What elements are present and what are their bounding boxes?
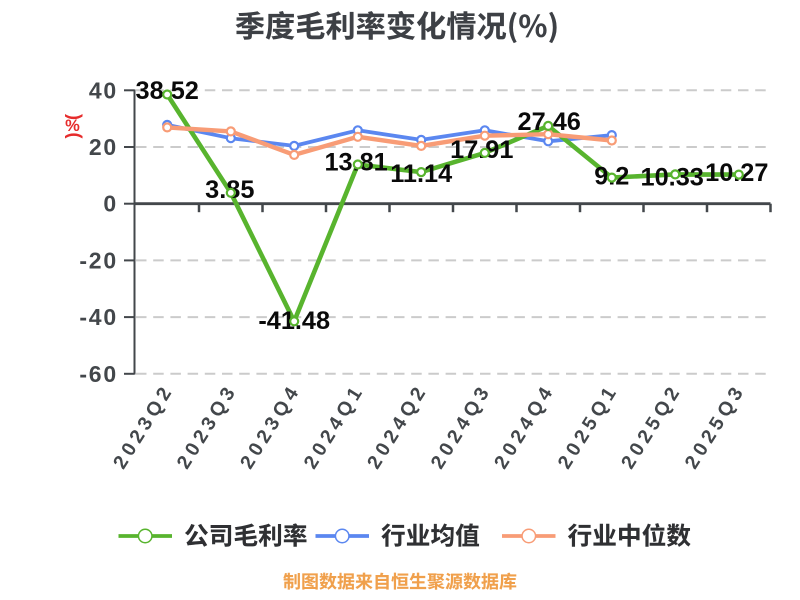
- svg-text:-60: -60: [79, 361, 118, 387]
- svg-text:-20: -20: [79, 247, 118, 273]
- svg-text:-40: -40: [79, 304, 118, 330]
- svg-text:): ): [63, 133, 83, 139]
- svg-text:(: (: [63, 114, 83, 120]
- svg-text:20: 20: [89, 134, 118, 160]
- svg-text:40: 40: [89, 77, 118, 103]
- svg-text:0: 0: [103, 191, 118, 217]
- svg-text:%: %: [65, 117, 80, 135]
